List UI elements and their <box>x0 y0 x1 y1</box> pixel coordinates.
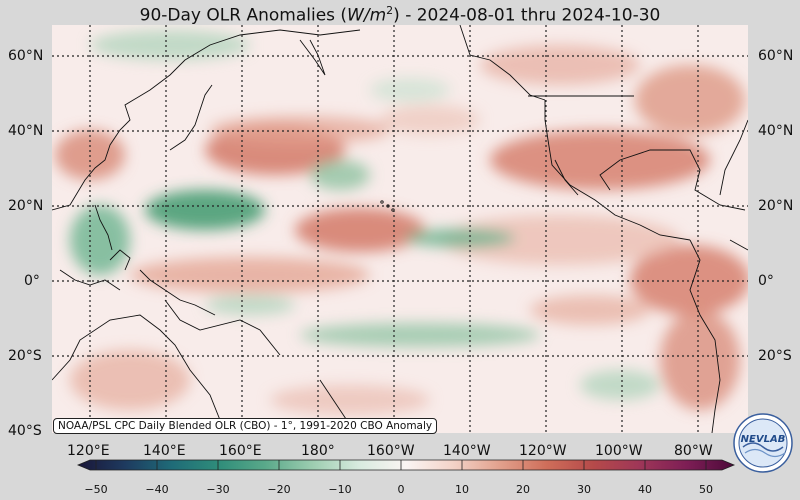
lon-label-160e: 160°E <box>219 443 262 459</box>
lat-label-60n-right: 60°N <box>758 48 794 64</box>
graticule <box>52 25 748 433</box>
lon-label-180: 180° <box>301 443 335 459</box>
lon-label-100w: 100°W <box>595 443 643 459</box>
colorbar-tick-label: 40 <box>638 483 652 496</box>
lon-label-160w: 160°W <box>367 443 415 459</box>
lat-label-20n-right: 20°N <box>758 198 794 214</box>
lat-label-20n-left: 20°N <box>8 198 44 214</box>
lat-label-20s-right: 20°S <box>758 348 792 364</box>
colorbar-tick-label: 30 <box>577 483 591 496</box>
lon-label-140e: 140°E <box>143 443 186 459</box>
lon-label-120w: 120°W <box>519 443 567 459</box>
colorbar-tick-label: −10 <box>328 483 352 496</box>
noaa-psl-logo-icon[interactable]: NEVLAB <box>733 413 793 473</box>
lat-label-eq-right: 0° <box>758 273 774 289</box>
lat-label-60n-left: 60°N <box>8 48 44 64</box>
map-title: 90-Day OLR Anomalies (W/m2) - 2024-08-01… <box>139 4 661 26</box>
logo-text: NEVLAB <box>741 434 786 445</box>
colorbar <box>76 459 736 471</box>
colorbar-tick-label: 10 <box>455 483 469 496</box>
colorbar-tick-label: −20 <box>267 483 291 496</box>
colorbar-tick-label: −50 <box>84 483 108 496</box>
lat-label-40s-left: 40°S <box>8 423 42 439</box>
lon-label-120e: 120°E <box>67 443 110 459</box>
lat-label-eq-left: 0° <box>24 273 40 289</box>
lat-label-40n-left: 40°N <box>8 123 44 139</box>
colorbar-tick-label: 20 <box>516 483 530 496</box>
anomaly-field <box>55 30 748 415</box>
colorbar-tick-label: −30 <box>206 483 230 496</box>
colorbar-tick-label: 0 <box>397 483 405 496</box>
source-note: NOAA/PSL CPC Daily Blended OLR (CBO) - 1… <box>53 418 438 434</box>
lat-label-40n-right: 40°N <box>758 123 794 139</box>
lon-label-80w: 80°W <box>674 443 713 459</box>
lat-label-20s-left: 20°S <box>8 348 42 364</box>
colorbar-tick-label: 50 <box>699 483 713 496</box>
colorbar-tick-label: −40 <box>145 483 169 496</box>
lon-label-140w: 140°W <box>443 443 491 459</box>
